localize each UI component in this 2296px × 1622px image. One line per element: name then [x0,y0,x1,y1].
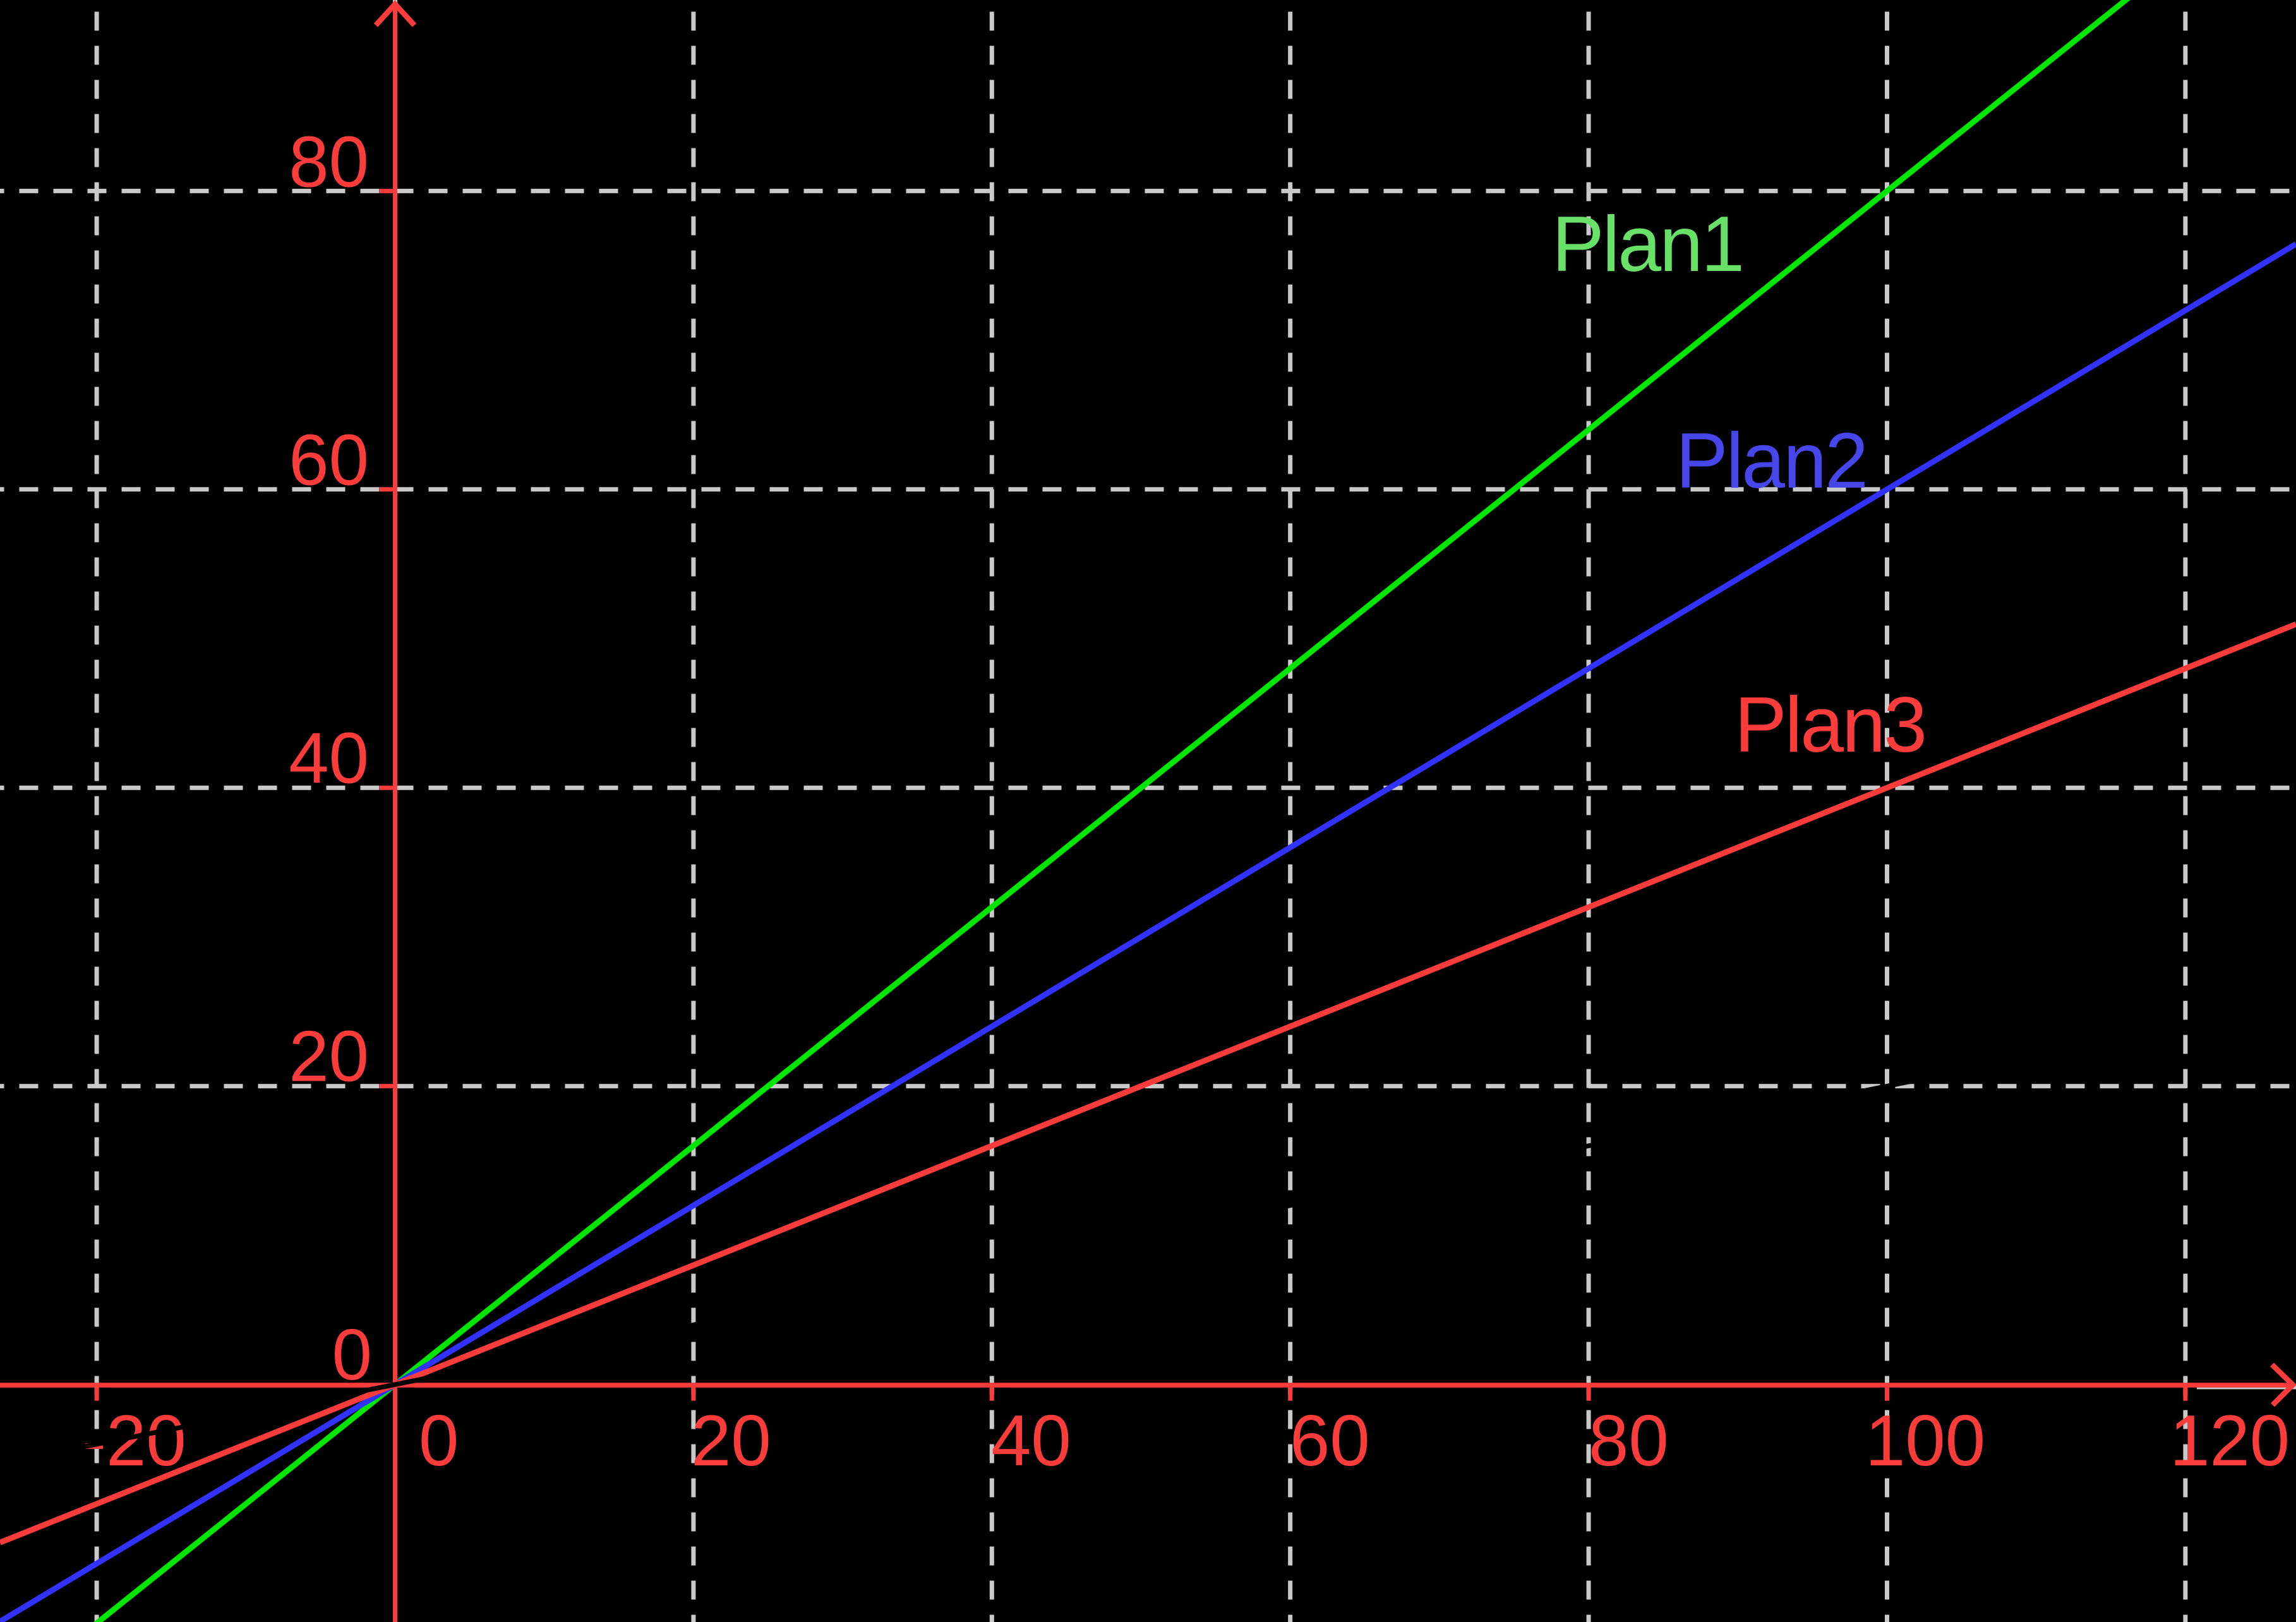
svg-text:Plan1: Plan1 [1552,201,1743,288]
svg-text:80: 80 [1589,1401,1669,1481]
svg-text:120: 120 [2170,1401,2290,1481]
svg-text:-20: -20 [82,1401,186,1481]
svg-text:60: 60 [289,421,369,501]
svg-text:0: 0 [419,1401,459,1481]
svg-text:Plan2: Plan2 [1676,418,1866,505]
svg-text:20: 20 [289,1017,369,1097]
svg-text:20: 20 [691,1401,771,1481]
svg-text:40: 40 [289,719,369,799]
svg-text:0: 0 [332,1315,372,1395]
svg-text:60: 60 [1290,1401,1370,1481]
svg-text:80: 80 [289,123,369,203]
svg-text:40: 40 [991,1401,1071,1481]
svg-text:100: 100 [1865,1401,1985,1481]
svg-text:Plan3: Plan3 [1734,682,1925,769]
